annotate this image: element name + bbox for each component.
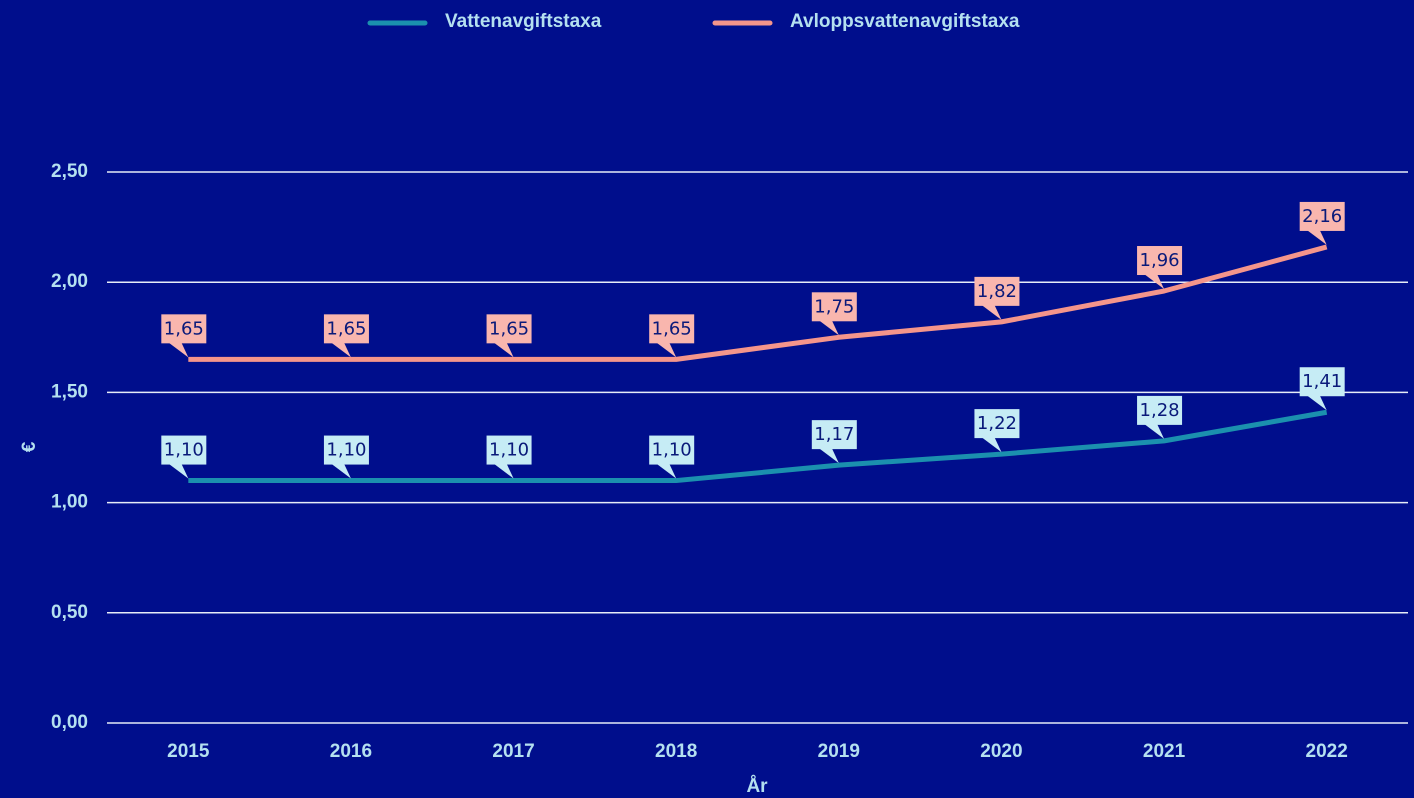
data-label-box	[1299, 201, 1345, 231]
data-label: 1,10	[326, 440, 366, 461]
data-label-box	[323, 435, 369, 465]
data-label-tail	[330, 342, 351, 358]
data-label-box	[811, 420, 857, 450]
y-tick-label: 2,50	[51, 161, 88, 182]
data-label: 1,65	[164, 318, 204, 339]
data-label-tail	[656, 463, 677, 479]
data-label-tail	[1306, 395, 1327, 411]
data-label: 1,10	[164, 440, 204, 461]
data-label: 1,41	[1302, 371, 1342, 392]
data-label-tail	[168, 463, 189, 479]
data-label-tail	[168, 342, 189, 358]
data-label-box	[1137, 395, 1183, 425]
x-tick-label: 2020	[980, 741, 1022, 762]
data-label-tail	[1306, 229, 1327, 245]
x-tick-label: 2018	[655, 741, 697, 762]
y-tick-label: 1,00	[51, 492, 88, 513]
data-label-box	[486, 435, 532, 465]
y-tick-label: 0,50	[51, 602, 88, 623]
data-label-box	[974, 276, 1020, 306]
series-line	[188, 244, 1328, 362]
data-label: 1,96	[1140, 250, 1180, 271]
legend-label: Vattenavgiftstaxa	[445, 11, 602, 32]
series-line	[188, 409, 1328, 484]
data-label-box	[974, 409, 1020, 439]
data-label-box	[161, 435, 207, 465]
data-label-tail	[981, 304, 1002, 320]
y-tick-label: 1,50	[51, 381, 88, 402]
data-label-tail	[493, 342, 514, 358]
data-label: 1,82	[977, 281, 1017, 302]
data-label-box	[649, 435, 695, 465]
data-label: 1,10	[489, 440, 529, 461]
y-axis-title: €	[19, 441, 40, 452]
data-label-box	[486, 314, 532, 344]
data-label-box	[161, 314, 207, 344]
data-label: 1,65	[489, 318, 529, 339]
x-tick-label: 2017	[492, 741, 534, 762]
data-label: 2,16	[1302, 206, 1342, 227]
data-label-box	[1299, 367, 1345, 397]
data-label-tail	[818, 448, 839, 464]
data-label-box	[1137, 246, 1183, 276]
data-label: 1,10	[652, 440, 692, 461]
data-label: 1,17	[814, 424, 854, 445]
y-tick-label: 2,00	[51, 271, 88, 292]
x-axis-title: År	[746, 776, 768, 797]
x-tick-label: 2016	[330, 741, 372, 762]
data-label-tail	[493, 463, 514, 479]
data-label-box	[649, 314, 695, 344]
data-label-box	[811, 292, 857, 322]
data-label: 1,22	[977, 413, 1017, 434]
legend-label: Avloppsvattenavgiftstaxa	[790, 11, 1020, 32]
x-tick-label: 2021	[1143, 741, 1186, 762]
data-label-tail	[1144, 423, 1165, 439]
data-label-tail	[330, 463, 351, 479]
data-label: 1,65	[326, 318, 366, 339]
y-tick-label: 0,00	[51, 712, 88, 733]
x-tick-label: 2015	[167, 741, 210, 762]
data-label-tail	[981, 437, 1002, 453]
data-label-box	[323, 314, 369, 344]
data-label: 1,75	[814, 296, 854, 317]
x-tick-label: 2022	[1306, 741, 1348, 762]
data-label: 1,65	[652, 318, 692, 339]
data-label-tail	[656, 342, 677, 358]
x-tick-label: 2019	[818, 741, 860, 762]
data-label: 1,28	[1140, 400, 1180, 421]
data-label-tail	[1144, 274, 1165, 290]
data-label-tail	[818, 320, 839, 336]
